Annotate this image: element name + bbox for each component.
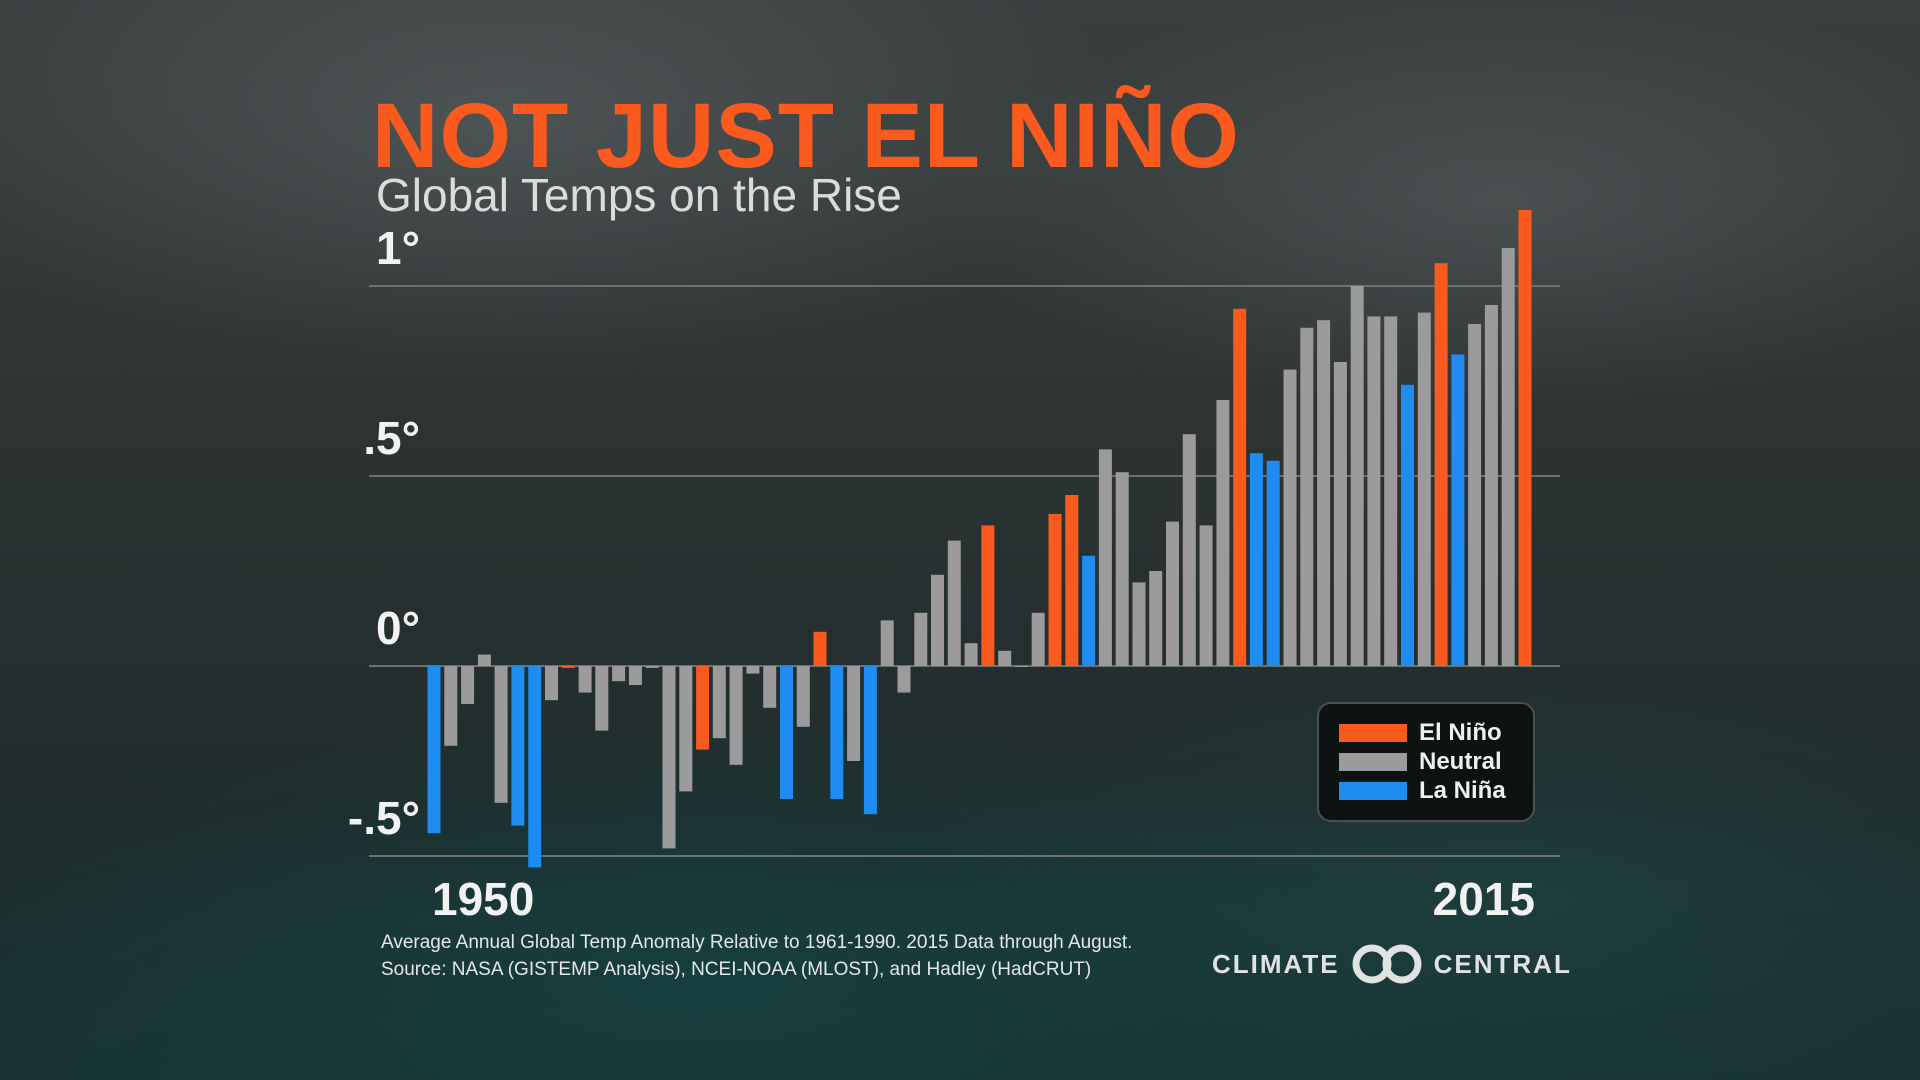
bar-1955 [511,666,525,826]
bar-2011 [1451,354,1465,666]
bar-1975 [847,666,861,761]
bar-1983 [981,525,995,666]
bar-1994 [1166,521,1179,666]
bar-1986 [1031,612,1045,666]
bar-2001 [1283,369,1297,666]
bar-1985 [1015,666,1028,667]
bar-1951 [444,666,458,746]
legend-item-neutral: Neutral [1339,747,1513,776]
bar-1950 [427,666,441,834]
footnote-line-2: Source: NASA (GISTEMP Analysis), NCEI-NO… [381,959,1092,980]
bar-2006 [1367,316,1381,666]
bar-2003 [1317,320,1331,666]
bar-1957 [545,666,558,701]
bar-1978 [897,666,911,693]
chart-title: NOT JUST EL NIÑO [372,85,1240,187]
legend-item-la-nina: La Niña [1339,776,1513,805]
bar-1990 [1098,449,1112,666]
bar-2000 [1266,460,1280,666]
bar-1966 [696,666,710,750]
bar-1989 [1082,555,1096,666]
bar-1980 [931,574,944,666]
bar-1982 [964,643,978,666]
bar-2005 [1350,286,1364,666]
bar-1959 [578,666,592,693]
bar-1968 [729,666,743,765]
bar-1999 [1249,453,1263,666]
x-label-end: 2015 [1433,873,1535,925]
bar-1987 [1048,514,1062,666]
bar-1993 [1149,571,1163,666]
bar-2013 [1484,305,1498,666]
bar-1953 [477,654,491,666]
logo-text-left: CLIMATE [1212,948,1340,979]
bar-1962 [628,666,642,685]
bar-1998 [1233,308,1247,666]
bar-1958 [561,666,575,668]
y-tick-label: 1° [376,222,420,274]
chart-subtitle: Global Temps on the Rise [376,169,902,221]
y-tick-label: .5° [363,412,420,464]
bar-1952 [461,666,475,704]
bar-1954 [494,666,508,803]
bar-1971 [780,666,793,799]
bar-1991 [1115,472,1129,666]
y-tick-label: -.5° [348,792,420,844]
bar-1973 [813,631,827,666]
bar-1974 [830,666,844,799]
bar-1995 [1182,434,1196,666]
bar-1963 [645,666,659,668]
bar-1979 [914,612,928,666]
bar-2004 [1333,362,1347,666]
bar-2010 [1434,263,1448,666]
infinity-loop-icon [1352,944,1422,984]
legend-item-el-nino: El Niño [1339,718,1513,747]
y-axis-ticks: 1° .5° 0° -.5° [348,222,420,844]
bar-1976 [863,666,877,815]
y-tick-label: 0° [376,602,420,654]
bar-2002 [1300,327,1314,666]
bar-2007 [1384,316,1398,666]
legend-label-neutral: Neutral [1419,747,1502,775]
bar-1984 [998,650,1012,666]
bar-1969 [746,666,760,674]
bar-1967 [712,666,726,739]
bar-2012 [1468,324,1482,666]
bar-1981 [947,540,961,666]
bar-1970 [763,666,777,708]
bar-1988 [1065,495,1079,666]
footnote-line-1: Average Annual Global Temp Anomaly Relat… [381,932,1133,953]
legend-swatch-el-nino [1339,723,1407,742]
legend: El Niño Neutral La Niña [1317,702,1535,822]
bar-1977 [880,620,894,666]
legend-label-el-nino: El Niño [1419,718,1502,746]
bar-2008 [1401,384,1414,666]
bar-1961 [612,666,626,682]
bar-1965 [679,666,693,792]
bar-1972 [796,666,810,727]
logo-text-right: CENTRAL [1433,948,1572,979]
bars [427,210,1532,868]
bar-1964 [662,666,676,849]
bar-2014 [1501,248,1515,666]
legend-label-la-nina: La Niña [1419,776,1506,804]
climate-central-logo: CLIMATE CENTRAL [1212,942,1572,986]
bar-1996 [1199,525,1213,666]
bar-1997 [1216,400,1230,666]
bar-1956 [528,666,542,868]
bar-2015 [1518,210,1532,666]
bar-1992 [1132,582,1146,666]
bar-2009 [1417,312,1431,666]
x-label-start: 1950 [432,873,534,925]
legend-swatch-la-nina [1339,781,1407,800]
legend-swatch-neutral [1339,752,1407,771]
footnote: Average Annual Global Temp Anomaly Relat… [381,929,1132,983]
bar-1960 [595,666,609,731]
